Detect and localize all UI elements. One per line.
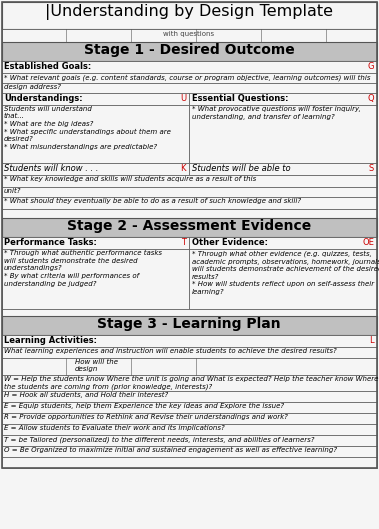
Text: O = Be Organized to maximize initial and sustained engagement as well as effecti: O = Be Organized to maximize initial and… [4,447,337,453]
Bar [2,446,377,457]
Bar [2,375,377,391]
Bar [2,218,377,237]
Bar [2,316,377,335]
Text: unit?: unit? [4,188,22,194]
Bar [2,391,377,402]
Text: T = be Tailored (personalized) to the different needs, interests, and abilities : T = be Tailored (personalized) to the di… [4,436,315,443]
Bar [2,309,377,316]
Text: design address?: design address? [4,84,61,90]
Text: L: L [370,336,374,345]
Bar [189,237,377,249]
Bar [189,93,377,105]
Bar [2,424,377,435]
Text: * Through what authentic performance tasks
will students demonstrate the desired: * Through what authentic performance tas… [4,250,162,287]
Text: G: G [368,62,374,71]
Bar [2,105,189,163]
Text: Students will know . . .: Students will know . . . [4,164,99,173]
Text: U: U [180,94,186,103]
Bar [2,2,377,29]
Bar [2,83,377,93]
Bar [2,402,377,413]
Bar [2,175,377,187]
Text: Essential Questions:: Essential Questions: [192,94,288,103]
Text: Established Goals:: Established Goals: [4,62,91,71]
Text: What learning experiences and instruction will enable students to achieve the de: What learning experiences and instructio… [4,348,337,354]
Text: Q: Q [367,94,374,103]
Text: Students will understand
that...
* What are the big ideas?
* What specific under: Students will understand that... * What … [4,106,171,150]
Text: * What relevant goals (e.g. content standards, course or program objective, lear: * What relevant goals (e.g. content stan… [4,74,371,80]
Bar [2,209,377,218]
Text: How will the
design: How will the design [75,359,118,372]
Bar [2,358,377,375]
Bar [2,335,377,347]
Text: * Through what other evidence (e.g. quizzes, tests,
academic prompts, observatio: * Through what other evidence (e.g. quiz… [192,250,379,295]
Text: E = Allow students to Evaluate their work and its implications?: E = Allow students to Evaluate their wor… [4,425,225,431]
Bar [2,197,377,209]
Text: * What provocative questions will foster inquiry,
understanding, and transfer of: * What provocative questions will foster… [192,106,361,120]
Bar [2,249,189,309]
Bar [2,2,377,468]
Text: T: T [181,238,186,247]
Text: Stage 3 - Learning Plan: Stage 3 - Learning Plan [97,317,281,331]
Bar [2,29,377,42]
Bar [2,237,189,249]
Text: OE: OE [362,238,374,247]
Bar [189,163,377,175]
Text: Stage 2 - Assessment Evidence: Stage 2 - Assessment Evidence [67,219,311,233]
Text: Other Evidence:: Other Evidence: [192,238,268,247]
Text: H = Hook all students, and Hold their interest?: H = Hook all students, and Hold their in… [4,392,168,398]
Text: * What key knowledge and skills will students acquire as a result of this: * What key knowledge and skills will stu… [4,176,256,182]
Bar [2,93,189,105]
Text: S: S [369,164,374,173]
Text: R = Provide opportunities to Rethink and Revise their understandings and work?: R = Provide opportunities to Rethink and… [4,414,288,420]
Text: |Understanding by Design Template: |Understanding by Design Template [45,4,333,20]
Text: W = Help the students know Where the unit is going and What is expected? Help th: W = Help the students know Where the uni… [4,376,378,390]
Bar [189,249,377,309]
Text: * What should they eventually be able to do as a result of such knowledge and sk: * What should they eventually be able to… [4,198,301,204]
Bar [2,163,189,175]
Bar [2,413,377,424]
Text: Performance Tasks:: Performance Tasks: [4,238,97,247]
Bar [2,73,377,83]
Bar [2,61,377,73]
Bar [2,187,377,197]
Text: K: K [180,164,186,173]
Bar [2,435,377,446]
Bar [189,105,377,163]
Bar [2,42,377,61]
Bar [2,457,377,468]
Text: Students will be able to: Students will be able to [192,164,291,173]
Bar [2,347,377,358]
Text: Stage 1 - Desired Outcome: Stage 1 - Desired Outcome [84,43,294,57]
Text: with questions: with questions [163,31,215,37]
Text: E = Equip students, help them Experience the key ideas and Explore the issue?: E = Equip students, help them Experience… [4,403,284,409]
Text: Learning Activities:: Learning Activities: [4,336,97,345]
Text: Understandings:: Understandings: [4,94,83,103]
